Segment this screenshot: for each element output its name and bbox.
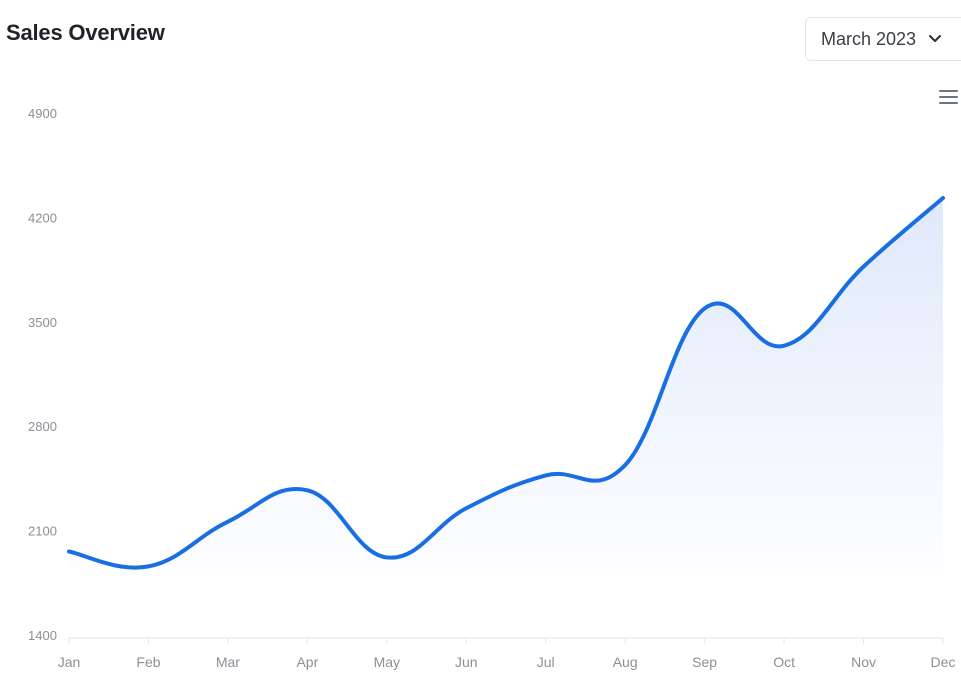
x-tick-label: Oct: [773, 654, 795, 670]
chart-title: Sales Overview: [6, 20, 165, 45]
chart-header: Sales Overview March 2023: [0, 0, 961, 80]
data-point-nov[interactable]: [861, 264, 867, 270]
y-tick-label: 2100: [28, 524, 57, 539]
data-point-feb[interactable]: [145, 563, 151, 569]
chart-area: 1400 2100 2800 3500 4200 4900 Jan Feb Mar Apr May J…: [0, 80, 961, 680]
x-tick-label: Jul: [537, 654, 555, 670]
data-point-jan[interactable]: [66, 548, 72, 554]
x-tick-label: Nov: [851, 654, 876, 670]
sales-series-line[interactable]: [67, 196, 945, 570]
data-point-may[interactable]: [384, 554, 390, 560]
period-select[interactable]: March 2023: [805, 17, 961, 61]
x-tick-label: Feb: [136, 654, 160, 670]
data-point-dec[interactable]: [940, 195, 946, 201]
y-tick-label: 4900: [28, 106, 57, 121]
data-point-jun[interactable]: [463, 505, 469, 511]
y-tick-label: 1400: [28, 628, 57, 643]
y-tick-label: 3500: [28, 315, 57, 330]
chevron-down-icon: [928, 34, 942, 44]
x-tick-label: May: [374, 654, 400, 670]
period-select-value: March 2023: [821, 28, 917, 49]
sales-area-chart: 1400 2100 2800 3500 4200 4900 Jan Feb Mar Apr May J…: [28, 106, 956, 670]
x-tick-label: Mar: [216, 654, 240, 670]
sales-area-fill: [69, 198, 943, 596]
data-point-oct[interactable]: [781, 343, 787, 349]
y-tick-label: 4200: [28, 210, 57, 225]
data-point-sep[interactable]: [702, 305, 708, 311]
data-point-jul[interactable]: [543, 472, 549, 478]
x-tick-label: Jun: [455, 654, 478, 670]
x-tick-label: Sep: [692, 654, 717, 670]
y-tick-label: 2800: [28, 419, 57, 434]
data-point-aug[interactable]: [622, 462, 628, 468]
x-tick-label: Aug: [613, 654, 638, 670]
x-tick-label: Dec: [931, 654, 956, 670]
hamburger-menu-icon[interactable]: [938, 88, 960, 106]
x-tick-label: Apr: [296, 654, 318, 670]
x-tick-label: Jan: [58, 654, 81, 670]
data-point-mar[interactable]: [225, 519, 231, 525]
data-point-apr[interactable]: [304, 487, 310, 493]
